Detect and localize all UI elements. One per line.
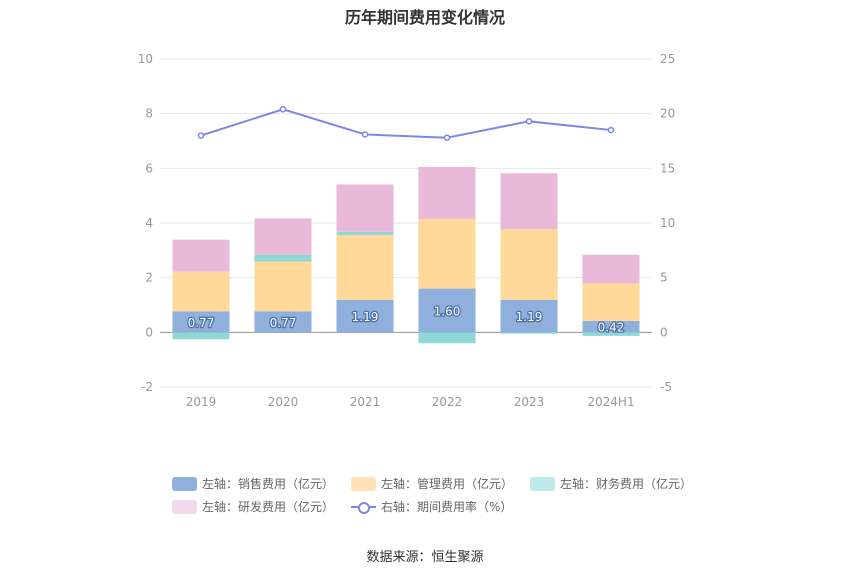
bar-segment — [418, 166, 476, 219]
bar-segment — [500, 299, 558, 333]
legend-label-rnd: 左轴：研发费用（亿元） — [202, 500, 335, 514]
legend-item-expense-ratio[interactable]: 右轴：期间费用率（%） — [351, 498, 512, 515]
legend-label-finance: 左轴：财务费用（亿元） — [560, 477, 693, 491]
bar-segment — [336, 231, 394, 236]
x-axis-tick-label: 2019 — [186, 395, 217, 409]
left-axis-tick-label: 4 — [145, 216, 153, 230]
data-label: 1.19 — [516, 310, 543, 324]
chart-legend: 左轴：销售费用（亿元） 左轴：管理费用（亿元） 左轴：财务费用（亿元） 左轴：研… — [172, 472, 692, 518]
bar-segment — [254, 311, 312, 333]
legend-label-admin: 左轴：管理费用（亿元） — [381, 477, 514, 491]
expense-ratio-point — [279, 106, 287, 113]
left-axis-tick-label: 6 — [145, 161, 153, 175]
expense-ratio-point — [525, 118, 533, 125]
expense-ratio-point — [607, 126, 615, 134]
data-source: 数据来源：恒生聚源 — [366, 550, 484, 565]
bar-segment — [254, 261, 312, 312]
right-axis-tick-label: -5 — [660, 380, 672, 394]
legend-swatch-sales — [172, 476, 197, 491]
right-axis-tick-label: 5 — [660, 271, 668, 285]
left-axis-tick-label: 10 — [138, 52, 153, 66]
right-axis-tick-label: 0 — [660, 325, 668, 339]
bar-segment — [418, 332, 476, 344]
right-axis-tick-label: 25 — [660, 52, 675, 66]
x-axis-tick-label: 2024H1 — [587, 395, 634, 409]
legend-item-finance[interactable]: 左轴：财务费用（亿元） — [530, 475, 692, 492]
legend-label-expense-ratio: 右轴：期间费用率（%） — [381, 500, 513, 514]
data-label: 0.77 — [188, 316, 215, 330]
expense-ratio-line — [200, 108, 612, 139]
legend-item-admin[interactable]: 左轴：管理费用（亿元） — [351, 475, 513, 492]
bar-segment — [336, 299, 394, 333]
bar-segment — [336, 184, 394, 232]
legend-swatch-rnd — [172, 499, 197, 514]
x-axis-tick-label: 2022 — [432, 395, 463, 409]
x-axis-tick-label: 2023 — [514, 395, 545, 409]
right-axis-tick-label: 20 — [660, 107, 675, 121]
bar-segment — [418, 218, 476, 289]
bar-segment — [254, 218, 312, 255]
bar-segment — [336, 235, 394, 300]
bar-segment — [172, 332, 230, 340]
right-axis-tick-label: 15 — [660, 161, 675, 175]
left-axis-tick-label: -2 — [141, 380, 153, 394]
bar-segment — [582, 332, 640, 336]
chart-title: 历年期间费用变化情况 — [344, 8, 505, 27]
data-label: 1.60 — [434, 304, 461, 318]
data-label: 0.77 — [270, 316, 297, 330]
bar-segment — [418, 288, 476, 333]
bar-segment — [500, 332, 558, 334]
bar-segment — [582, 320, 640, 333]
legend-swatch-finance — [530, 476, 556, 491]
bar-segment — [254, 254, 312, 262]
bar-segment — [172, 271, 230, 312]
bar-segment — [500, 173, 558, 230]
bar-segment — [172, 239, 230, 272]
bar-segment — [582, 283, 640, 321]
expense-ratio-point — [197, 132, 205, 139]
left-axis-tick-label: 2 — [145, 271, 153, 285]
legend-swatch-admin — [351, 476, 377, 491]
data-label: 1.19 — [352, 310, 379, 324]
left-axis-tick-label: 0 — [145, 325, 153, 339]
expense-ratio-point — [443, 134, 451, 141]
x-axis-tick-label: 2020 — [268, 395, 299, 409]
expense-ratio-point — [361, 131, 369, 138]
legend-item-rnd[interactable]: 左轴：研发费用（亿元） — [172, 498, 334, 515]
legend-item-sales[interactable]: 左轴：销售费用（亿元） — [172, 475, 334, 492]
legend-label-sales: 左轴：销售费用（亿元） — [202, 477, 335, 491]
bar-segment — [172, 311, 230, 333]
legend-swatch-expense-ratio — [351, 500, 377, 514]
bar-segment — [582, 254, 640, 284]
bar-segment — [500, 229, 558, 300]
data-label: 0.42 — [598, 321, 625, 335]
x-axis-tick-label: 2021 — [350, 395, 381, 409]
left-axis-tick-label: 8 — [145, 107, 153, 121]
right-axis-tick-label: 10 — [660, 216, 675, 230]
